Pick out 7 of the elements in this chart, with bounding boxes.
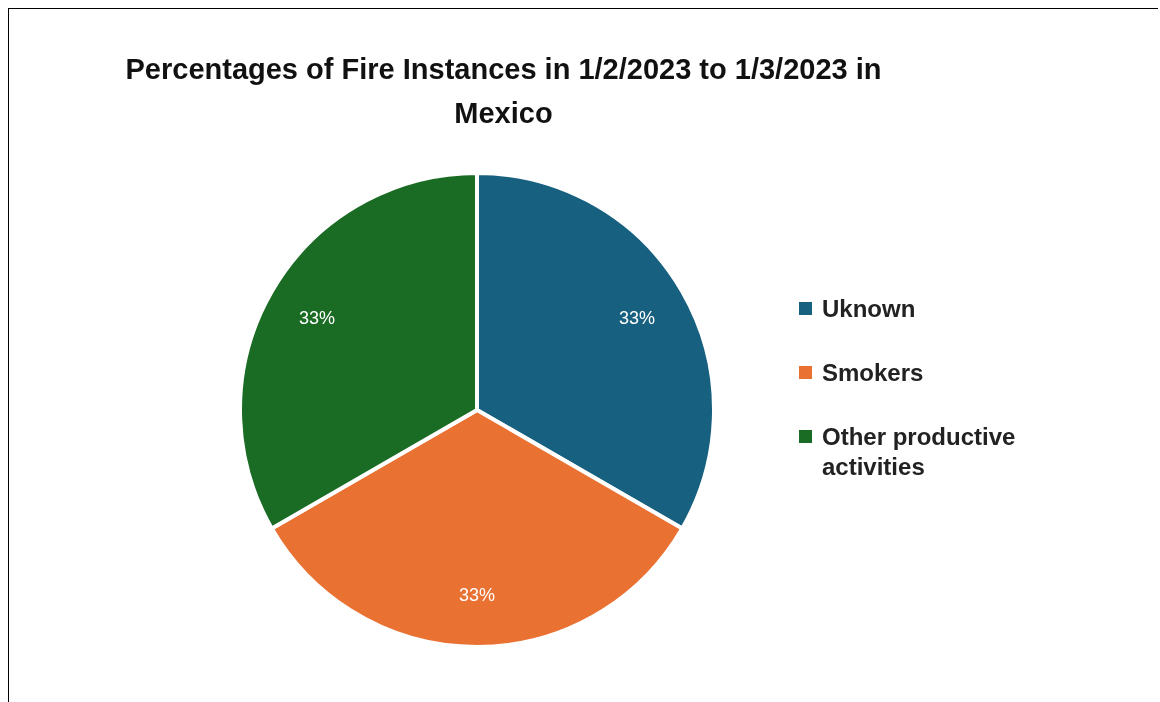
legend-label: Smokers [822, 358, 924, 388]
data-label: 33% [298, 307, 335, 328]
data-label: 33% [619, 307, 656, 328]
legend-label: Uknown [822, 294, 916, 324]
legend-label: Other productive activities [822, 422, 1017, 482]
chart-title: Percentages of Fire Instances in 1/2/2023 to 1/3/2023 in Mexico [124, 52, 883, 131]
data-label: 33% [458, 584, 496, 605]
